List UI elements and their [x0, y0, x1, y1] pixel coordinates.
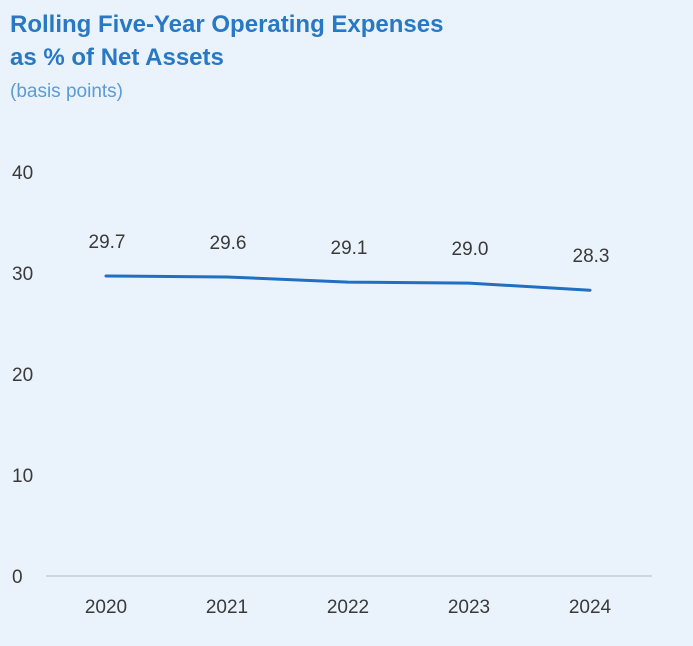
chart-title-line-1: Rolling Five-Year Operating Expenses — [10, 11, 444, 38]
data-label: 29.7 — [89, 232, 126, 253]
chart-subtitle: (basis points) — [10, 81, 123, 102]
data-label: 28.3 — [573, 246, 610, 267]
x-tick-label: 2023 — [448, 597, 490, 618]
data-label: 29.1 — [331, 238, 368, 259]
y-axis-ticks: 0 10 20 30 40 — [12, 163, 33, 588]
y-tick-label: 30 — [12, 264, 33, 285]
y-tick-label: 40 — [12, 163, 33, 184]
y-tick-label: 0 — [12, 567, 23, 588]
x-tick-label: 2022 — [327, 597, 369, 618]
x-tick-label: 2020 — [85, 597, 127, 618]
data-label: 29.6 — [210, 233, 247, 254]
chart-title: Rolling Five-Year Operating Expenses as … — [10, 8, 610, 74]
chart-title-line-2: as % of Net Assets — [10, 44, 224, 71]
x-tick-label: 2021 — [206, 597, 248, 618]
series-line — [104, 274, 592, 292]
x-axis-ticks: 2020 2021 2022 2023 2024 — [85, 597, 612, 618]
y-tick-label: 10 — [12, 466, 33, 487]
y-tick-label: 20 — [12, 365, 33, 386]
data-labels: 29.7 29.6 29.1 29.0 28.3 — [89, 232, 610, 267]
data-label: 29.0 — [452, 239, 489, 260]
x-tick-label: 2024 — [569, 597, 612, 618]
